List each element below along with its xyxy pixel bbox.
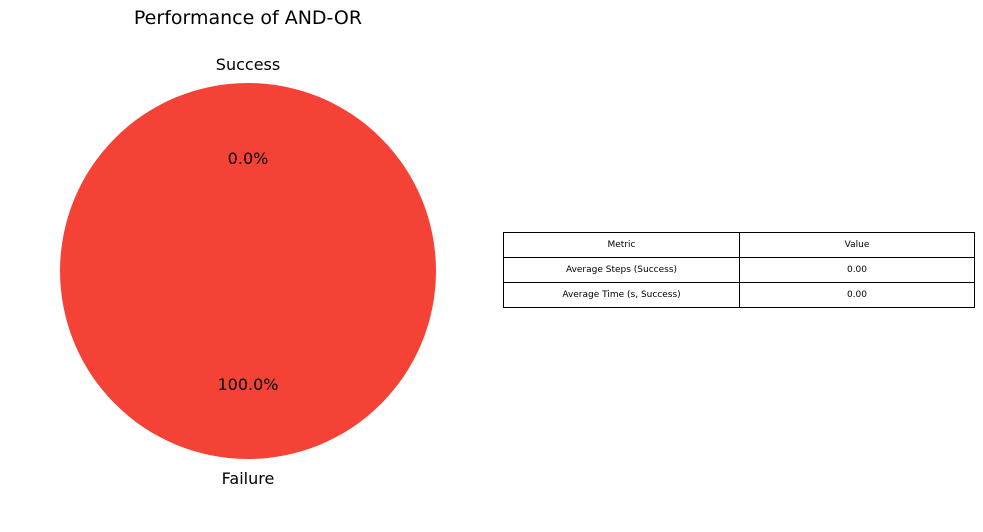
pie-slice-failure <box>60 83 436 459</box>
slice-label-success: Success <box>216 55 280 74</box>
table-cell-value: 0.00 <box>739 257 975 283</box>
table-cell-value: 0.00 <box>739 282 975 308</box>
pie-labels: Success 0.0% Failure 100.0% <box>216 55 280 488</box>
table-header-value: Value <box>739 232 975 258</box>
slice-label-failure: Failure <box>222 469 275 488</box>
table-header-metric: Metric <box>503 232 740 258</box>
table-header-row: Metric Value <box>503 232 975 258</box>
chart-title: Performance of AND-OR <box>134 7 362 29</box>
slice-percent-failure: 100.0% <box>217 375 278 394</box>
table-cell-metric: Average Steps (Success) <box>503 257 740 283</box>
pie-slices <box>60 83 436 459</box>
table-row: Average Steps (Success) 0.00 <box>503 257 975 283</box>
slice-percent-success: 0.0% <box>228 149 269 168</box>
table-cell-metric: Average Time (s, Success) <box>503 282 740 308</box>
table-row: Average Time (s, Success) 0.00 <box>503 282 975 308</box>
metrics-table: Metric Value Average Steps (Success) 0.0… <box>503 232 975 308</box>
